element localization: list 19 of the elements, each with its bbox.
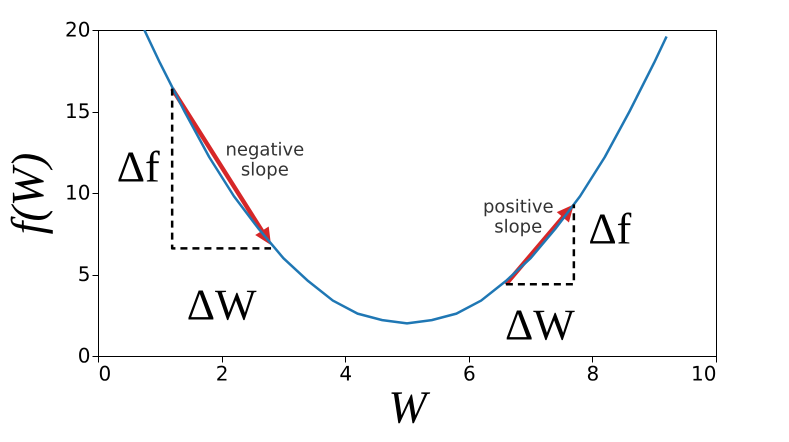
x-tick-label: 4 [339, 362, 352, 386]
y-tick-label: 20 [65, 18, 90, 42]
x-tick-label: 0 [98, 362, 112, 386]
x-tick-label: 6 [462, 362, 476, 386]
annotation: Δf [588, 204, 632, 254]
y-tick-label: 15 [65, 99, 90, 123]
annotation: positive slope [482, 196, 554, 238]
y-tick-label: 10 [65, 180, 90, 204]
y-axis-title: f(W) [2, 152, 54, 234]
x-tick-label: 8 [586, 362, 600, 386]
annotation: ΔW [504, 300, 576, 350]
annotation: negative slope [225, 140, 304, 181]
x-tick-label: 10 [691, 362, 716, 386]
y-tick-label: 0 [78, 344, 90, 368]
x-axis-title: W [388, 382, 430, 432]
annotation: ΔW [186, 280, 257, 330]
y-tick-label: 5 [78, 262, 90, 286]
annotation: Δf [116, 142, 160, 192]
x-tick-label: 2 [216, 362, 228, 386]
